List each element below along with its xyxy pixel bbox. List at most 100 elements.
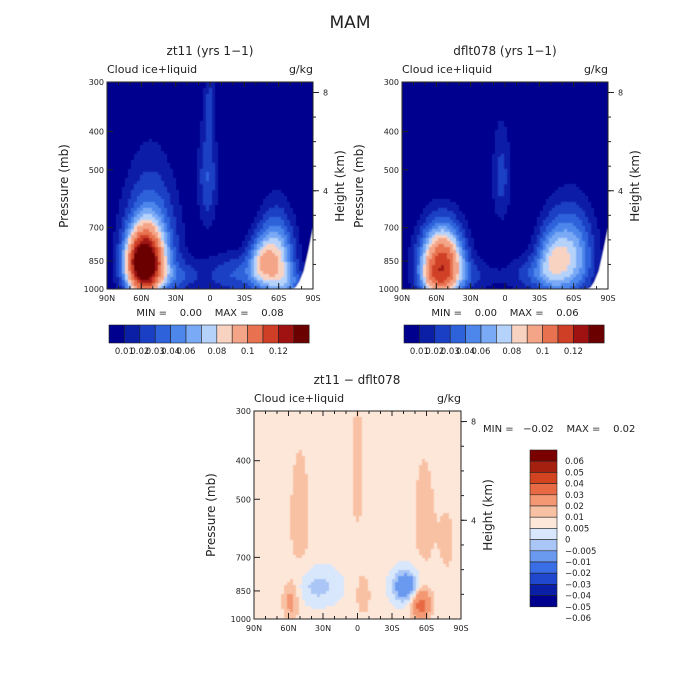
contour-cell [134,118,138,122]
contour-cell [155,202,159,206]
contour-cell [113,157,117,161]
contour-cell [206,169,210,173]
contour-cell [137,130,141,134]
contour-cell [149,232,153,236]
contour-cell [137,175,141,179]
contour-cell [128,268,132,272]
contour-cell [116,88,120,92]
contour-cell [164,166,168,170]
contour-cell [116,241,120,245]
contour-cell [134,220,138,224]
contour-cell [257,175,261,179]
contour-cell [254,271,258,275]
contour-cell [239,94,243,98]
contour-cell [302,109,306,113]
contour-cell [113,202,117,206]
contour-cell [245,175,249,179]
contour-cell [230,253,234,257]
contour-cell [278,151,282,155]
contour-cell [296,109,300,113]
contour-cell [233,115,237,119]
contour-cell [185,136,189,140]
contour-cell [152,94,156,98]
contour-cell [164,220,168,224]
contour-cell [212,139,216,143]
contour-cell [116,247,120,251]
contour-cell [311,109,313,113]
contour-cell [146,259,150,263]
contour-cell [188,262,192,266]
contour-cell [140,172,144,176]
contour-cell [254,106,258,110]
contour-cell [299,229,303,233]
contour-cell [287,265,291,269]
contour-cell [224,196,228,200]
contour-cell [194,247,198,251]
contour-cell [110,235,114,239]
contour-cell [110,85,114,89]
contour-cell [176,88,180,92]
contour-cell [143,262,147,266]
contour-cell [266,199,270,203]
contour-cell [110,154,114,158]
contour-cell [296,175,300,179]
contour-cell [185,274,189,278]
contour-cell [185,145,189,149]
contour-cell [119,142,123,146]
contour-cell [191,175,195,179]
contour-cell [242,88,246,92]
contour-cell [281,121,285,125]
contour-cell [200,187,204,191]
contour-cell [209,124,213,128]
contour-cell [116,151,120,155]
contour-cell [173,211,177,215]
contour-cell [203,217,207,221]
contour-cell [215,211,219,215]
contour-cell [152,199,156,203]
contour-cell [113,214,117,218]
contour-cell [170,88,174,92]
contour-cell [227,103,231,107]
contour-cell [287,121,291,125]
contour-cell [182,139,186,143]
contour-cell [233,274,237,278]
contour-cell [311,175,313,179]
contour-cell [146,151,150,155]
contour-cell [212,121,216,125]
contour-cell [134,214,138,218]
contour-cell [510,82,514,86]
contour-cell [212,271,216,275]
contour-cell [263,238,267,242]
contour-cell [194,91,198,95]
contour-cell [191,181,195,185]
contour-cell [248,130,252,134]
contour-cell [278,82,282,86]
contour-cell [257,187,261,191]
contour-cell [224,175,228,179]
contour-cell [107,214,111,218]
contour-cell [191,100,195,104]
contour-cell [119,208,123,212]
contour-cell [140,151,144,155]
contour-cell [272,136,276,140]
contour-cell [266,226,270,230]
contour-cell [215,268,219,272]
contour-cell [293,247,297,251]
contour-cell [218,205,222,209]
contour-cell [263,91,267,95]
contour-cell [269,232,273,236]
contour-cell [290,127,294,131]
contour-cell [197,94,201,98]
contour-cell [284,271,288,275]
contour-cell [227,166,231,170]
contour-cell [296,136,300,140]
contour-cell [158,226,162,230]
contour-cell [173,268,177,272]
contour-cell [134,259,138,263]
contour-cell [173,202,177,206]
contour-cell [191,205,195,209]
contour-cell [176,91,180,95]
contour-cell [293,250,297,254]
contour-cell [182,118,186,122]
contour-cell [110,181,114,185]
